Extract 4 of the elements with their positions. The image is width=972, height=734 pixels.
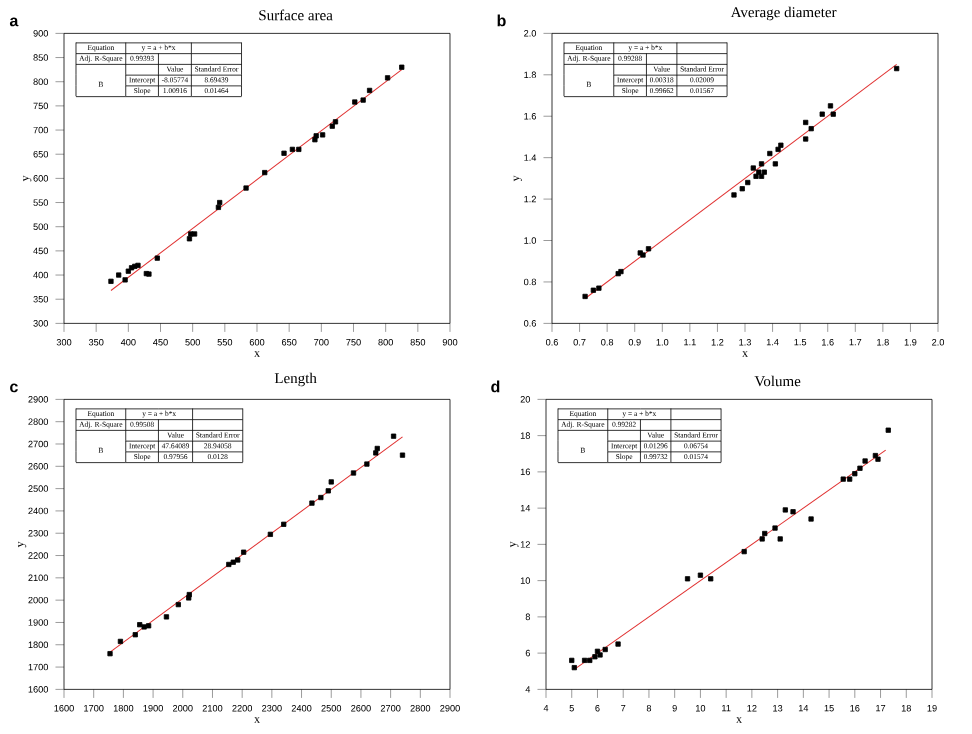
text: d xyxy=(491,380,500,393)
text: a xyxy=(9,17,19,27)
text: c xyxy=(10,383,18,393)
text: b xyxy=(497,14,506,27)
